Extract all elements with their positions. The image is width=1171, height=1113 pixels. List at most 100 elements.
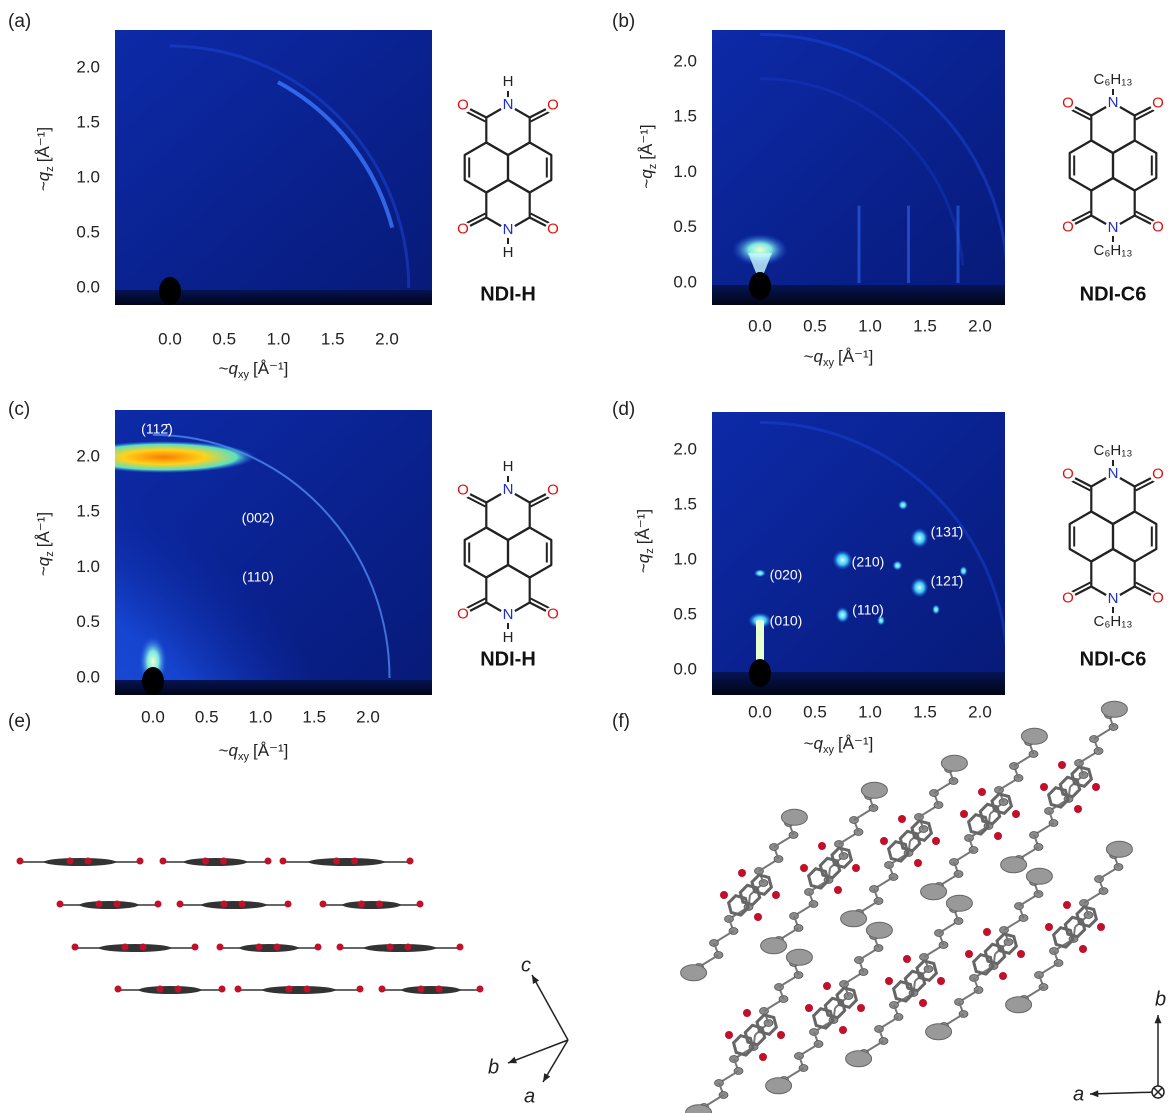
oxygen-atom [418, 986, 425, 993]
crystal-axis-label: b [488, 1056, 499, 1078]
oxygen-atom [57, 901, 64, 908]
oxygen-label: O [1152, 465, 1164, 482]
y-tick-label: 1.0 [673, 162, 697, 181]
axis-label-prefix: ~ [634, 563, 653, 573]
reflection-label: (020) [770, 567, 803, 583]
oxygen-atom [738, 869, 746, 877]
oxygen-label: O [1062, 94, 1074, 111]
substituent-label: C₆H₁₃ [1094, 71, 1133, 88]
oxygen-atom [387, 944, 394, 951]
axis-label-prefix: ~ [804, 347, 814, 366]
x-tick-label: 2.0 [356, 707, 380, 726]
y-axis-label: ~qz[Å⁻¹] [634, 509, 655, 573]
axis-label-unit: [Å⁻¹] [34, 512, 53, 547]
oxygen-atom [407, 858, 414, 865]
oxygen-atom [477, 986, 484, 993]
oxygen-atom [286, 986, 293, 993]
nitrogen-label: N [503, 221, 514, 238]
ring-bond [1070, 141, 1113, 191]
arrow-head [1090, 1090, 1098, 1097]
bragg-spot [898, 500, 908, 510]
axis-label-prefix: ~ [219, 359, 229, 378]
y-tick-label: 1.0 [76, 557, 100, 576]
x-tick-label: 2.0 [968, 316, 992, 335]
detector-image [712, 30, 1007, 307]
molecule-edge-on [177, 901, 292, 910]
arrow-head [1154, 1015, 1161, 1023]
oxygen-label: O [1062, 465, 1074, 482]
molecule-core [262, 986, 335, 994]
oxygen-atom [333, 858, 340, 865]
oxygen-atom [320, 901, 327, 908]
reflection-label: (010) [770, 613, 803, 629]
terminal-group [1101, 701, 1127, 717]
terminal-group [846, 1051, 872, 1067]
oxygen-atom [96, 901, 103, 908]
x-tick-label: 0.5 [803, 702, 827, 721]
oxygen-atom [754, 913, 762, 921]
oxygen-label: O [457, 220, 469, 237]
terminal-group [1106, 841, 1132, 857]
oxygen-label: O [1152, 218, 1164, 235]
y-tick-label: 1.5 [76, 112, 100, 131]
oxygen-atom [239, 901, 246, 908]
molecule-edge-on [17, 858, 144, 867]
oxygen-atom [1058, 761, 1066, 769]
x-axis-label: ~qxy[Å⁻¹] [804, 347, 874, 368]
substituent-label: H [503, 458, 514, 475]
nitrogen-label: N [1108, 94, 1119, 111]
x-tick-label: 0.0 [141, 707, 165, 726]
oxygen-atom [800, 864, 808, 872]
panel-label: (c) [8, 399, 30, 420]
axis-label-unit: [Å⁻¹] [838, 734, 873, 753]
axis-label-subscript: xy [823, 357, 835, 369]
oxygen-atom [202, 858, 209, 865]
substituent-label: H [503, 629, 514, 646]
bragg-spot [911, 578, 929, 598]
x-tick-label: 0.5 [195, 707, 219, 726]
substituent-label: C₆H₁₃ [1094, 613, 1133, 630]
beam-stop [749, 272, 771, 300]
x-tick-label: 1.0 [267, 329, 291, 348]
molecule-edge-on [72, 944, 199, 953]
reflection-label: (121̄) [931, 573, 964, 589]
oxygen-atom [274, 944, 281, 951]
beam-stop [749, 659, 771, 687]
crystal-axis-label: a [524, 1085, 535, 1107]
oxygen-atom [1040, 783, 1048, 791]
oxygen-atom [852, 864, 860, 872]
oxygen-atom [885, 977, 893, 985]
terminal-group [761, 938, 787, 954]
nitrogen-label: N [503, 481, 514, 498]
diffraction-panel: (d)0.00.51.01.52.00.00.51.01.52.0~qxy[Å⁻… [612, 399, 1166, 756]
axis-label-unit: [Å⁻¹] [838, 347, 873, 366]
oxygen-label: O [547, 220, 559, 237]
oxygen-atom [217, 944, 224, 951]
terminal-group [921, 884, 947, 900]
crystal-axis-label: b [1155, 988, 1166, 1010]
terminal-group [946, 895, 972, 911]
oxygen-atom [157, 986, 164, 993]
oxygen-atom [999, 972, 1007, 980]
molecule-name: NDI-H [480, 648, 536, 670]
detector-image [115, 30, 432, 307]
axis-label-unit: [Å⁻¹] [253, 359, 288, 378]
oxygen-atom [219, 986, 226, 993]
x-axis-label: ~qxy[Å⁻¹] [804, 734, 874, 755]
oxygen-atom [932, 837, 940, 845]
x-tick-label: 1.0 [858, 316, 882, 335]
molecule-edge-on [280, 858, 414, 867]
oxygen-atom [177, 901, 184, 908]
molecule-edge-on [379, 986, 484, 995]
y-tick-label: 0.0 [673, 659, 697, 678]
oxygen-atom [834, 886, 842, 894]
ring-bond [1113, 141, 1156, 191]
oxygen-atom [818, 842, 826, 850]
substituent-label: C₆H₁₃ [1094, 442, 1133, 459]
oxygen-atom [1074, 805, 1082, 813]
oxygen-atom [960, 810, 968, 818]
oxygen-atom [743, 1009, 751, 1017]
oxygen-atom [85, 858, 92, 865]
oxygen-atom [235, 986, 242, 993]
molecule-edge-on [160, 858, 272, 867]
